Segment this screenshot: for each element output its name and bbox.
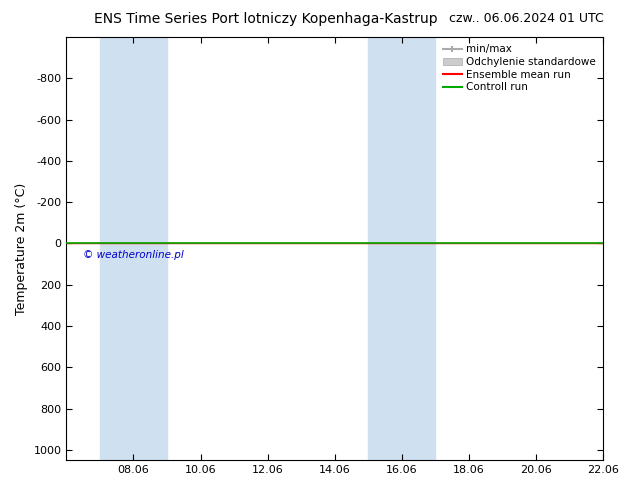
Bar <box>100 37 167 460</box>
Text: ENS Time Series Port lotniczy Kopenhaga-Kastrup: ENS Time Series Port lotniczy Kopenhaga-… <box>94 12 438 26</box>
Legend: min/max, Odchylenie standardowe, Ensemble mean run, Controll run: min/max, Odchylenie standardowe, Ensembl… <box>441 42 598 94</box>
Text: © weatheronline.pl: © weatheronline.pl <box>83 249 184 260</box>
Y-axis label: Temperature 2m (°C): Temperature 2m (°C) <box>15 182 28 315</box>
Bar <box>368 37 436 460</box>
Text: czw.. 06.06.2024 01 UTC: czw.. 06.06.2024 01 UTC <box>449 12 604 25</box>
